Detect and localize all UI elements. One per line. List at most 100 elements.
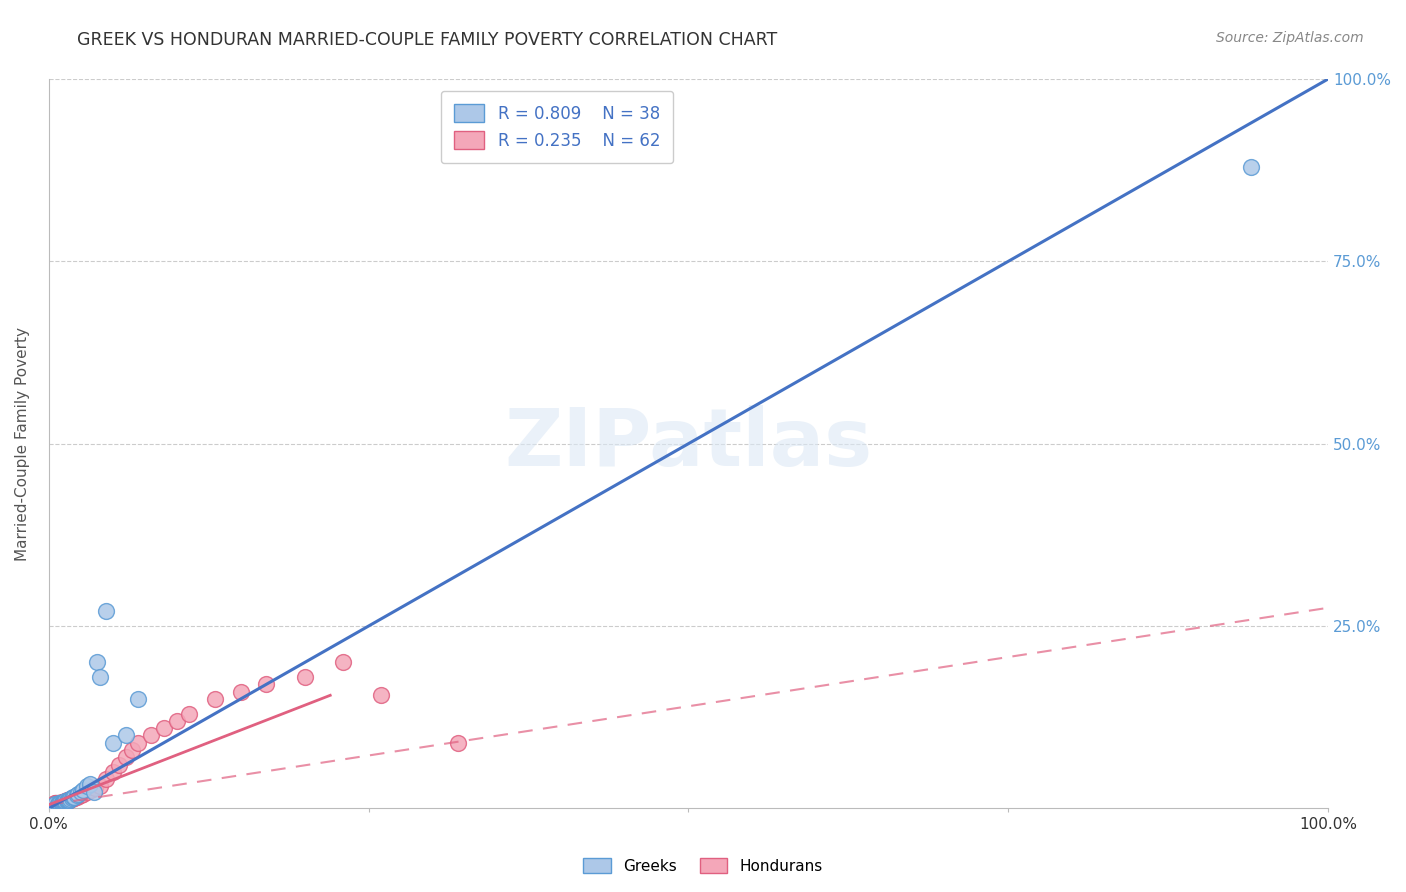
Point	[76, 780, 98, 794]
Point	[79, 777, 101, 791]
Point	[89, 670, 111, 684]
Point	[58, 792, 80, 806]
Legend: R = 0.809    N = 38, R = 0.235    N = 62: R = 0.809 N = 38, R = 0.235 N = 62	[441, 91, 673, 163]
Point	[55, 794, 77, 808]
Point	[52, 796, 75, 810]
Point	[56, 792, 79, 806]
Point	[56, 792, 79, 806]
Point	[1240, 160, 1263, 174]
Point	[44, 797, 66, 812]
Point	[46, 797, 69, 811]
Point	[51, 797, 73, 811]
Point	[55, 795, 77, 809]
Point	[53, 795, 76, 809]
Point	[55, 794, 77, 808]
Point	[51, 796, 73, 810]
Point	[46, 797, 69, 812]
Point	[69, 789, 91, 803]
Point	[72, 783, 94, 797]
Point	[45, 797, 67, 811]
Point	[55, 795, 77, 809]
Point	[67, 789, 90, 803]
Point	[83, 780, 105, 795]
Point	[48, 796, 70, 810]
Point	[69, 785, 91, 799]
Point	[53, 796, 76, 810]
Point	[48, 797, 70, 812]
Point	[89, 780, 111, 794]
Point	[83, 785, 105, 799]
Point	[51, 796, 73, 810]
Point	[55, 794, 77, 808]
Point	[53, 796, 76, 810]
Point	[44, 797, 66, 811]
Point	[51, 797, 73, 811]
Point	[80, 783, 103, 797]
Point	[49, 796, 72, 810]
Point	[49, 797, 72, 812]
Point	[51, 797, 73, 811]
Point	[101, 736, 124, 750]
Legend: Greeks, Hondurans: Greeks, Hondurans	[578, 852, 828, 880]
Point	[254, 677, 277, 691]
Point	[294, 670, 316, 684]
Point	[96, 604, 118, 618]
Point	[86, 656, 108, 670]
Point	[62, 791, 84, 805]
Point	[44, 797, 66, 811]
Point	[49, 797, 72, 811]
Point	[447, 736, 470, 750]
Y-axis label: Married-Couple Family Poverty: Married-Couple Family Poverty	[15, 326, 30, 561]
Point	[66, 789, 89, 803]
Point	[56, 794, 79, 808]
Point	[166, 714, 188, 728]
Point	[48, 797, 70, 811]
Point	[66, 789, 89, 804]
Point	[127, 736, 149, 750]
Point	[58, 792, 80, 806]
Point	[44, 797, 66, 811]
Point	[55, 794, 77, 808]
Point	[49, 797, 72, 811]
Point	[46, 797, 69, 811]
Point	[76, 785, 98, 799]
Point	[59, 792, 82, 806]
Point	[121, 743, 143, 757]
Point	[63, 789, 86, 804]
Point	[52, 797, 75, 811]
Point	[46, 797, 69, 811]
Point	[63, 791, 86, 805]
Point	[114, 750, 136, 764]
Point	[101, 764, 124, 779]
Point	[48, 797, 70, 811]
Point	[51, 797, 73, 811]
Point	[45, 797, 67, 812]
Point	[52, 795, 75, 809]
Point	[52, 796, 75, 810]
Point	[51, 795, 73, 809]
Point	[55, 793, 77, 807]
Point	[60, 791, 83, 805]
Point	[44, 796, 66, 810]
Point	[114, 728, 136, 742]
Point	[45, 797, 67, 811]
Text: Source: ZipAtlas.com: Source: ZipAtlas.com	[1216, 31, 1364, 45]
Point	[204, 692, 226, 706]
Point	[72, 787, 94, 801]
Point	[153, 721, 176, 735]
Point	[59, 792, 82, 806]
Point	[229, 684, 252, 698]
Point	[67, 787, 90, 801]
Point	[139, 728, 162, 742]
Point	[56, 794, 79, 808]
Point	[53, 795, 76, 809]
Point	[370, 689, 392, 703]
Point	[96, 772, 118, 787]
Point	[62, 790, 84, 805]
Point	[46, 796, 69, 810]
Point	[332, 656, 354, 670]
Text: GREEK VS HONDURAN MARRIED-COUPLE FAMILY POVERTY CORRELATION CHART: GREEK VS HONDURAN MARRIED-COUPLE FAMILY …	[77, 31, 778, 49]
Point	[52, 797, 75, 811]
Point	[49, 797, 72, 811]
Point	[48, 797, 70, 811]
